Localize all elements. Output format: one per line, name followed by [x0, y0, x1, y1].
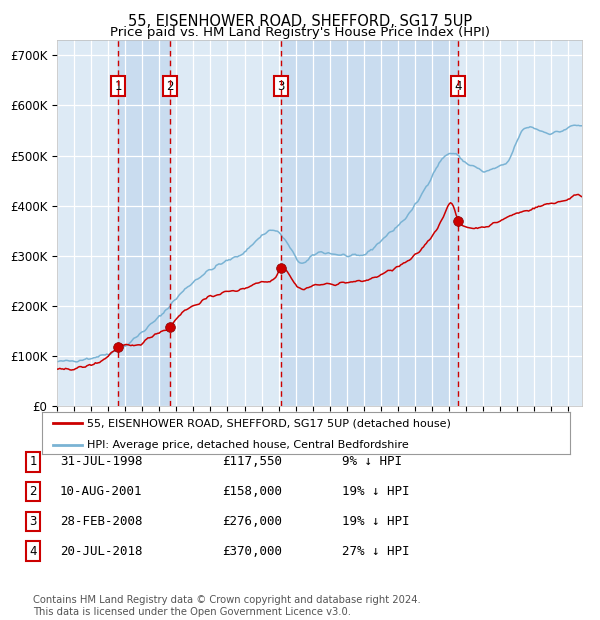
Text: 10-AUG-2001: 10-AUG-2001: [60, 485, 143, 498]
Text: £276,000: £276,000: [222, 515, 282, 528]
Text: Contains HM Land Registry data © Crown copyright and database right 2024.
This d: Contains HM Land Registry data © Crown c…: [33, 595, 421, 617]
Text: 9% ↓ HPI: 9% ↓ HPI: [342, 456, 402, 468]
Text: 4: 4: [455, 79, 462, 92]
Bar: [281, 40, 458, 406]
Text: HPI: Average price, detached house, Central Bedfordshire: HPI: Average price, detached house, Cent…: [87, 440, 409, 450]
Text: £158,000: £158,000: [222, 485, 282, 498]
Text: 1: 1: [114, 79, 122, 92]
Text: £370,000: £370,000: [222, 545, 282, 557]
Text: 1: 1: [29, 456, 37, 468]
Text: 2: 2: [29, 485, 37, 498]
Text: 3: 3: [29, 515, 37, 528]
Text: 3: 3: [278, 79, 285, 92]
Text: 28-FEB-2008: 28-FEB-2008: [60, 515, 143, 528]
Text: 19% ↓ HPI: 19% ↓ HPI: [342, 515, 409, 528]
Bar: [118, 40, 170, 406]
Text: 31-JUL-1998: 31-JUL-1998: [60, 456, 143, 468]
Text: Price paid vs. HM Land Registry's House Price Index (HPI): Price paid vs. HM Land Registry's House …: [110, 26, 490, 39]
Text: 55, EISENHOWER ROAD, SHEFFORD, SG17 5UP (detached house): 55, EISENHOWER ROAD, SHEFFORD, SG17 5UP …: [87, 418, 451, 428]
Text: 4: 4: [29, 545, 37, 557]
Text: £117,550: £117,550: [222, 456, 282, 468]
Text: 55, EISENHOWER ROAD, SHEFFORD, SG17 5UP: 55, EISENHOWER ROAD, SHEFFORD, SG17 5UP: [128, 14, 472, 29]
Text: 19% ↓ HPI: 19% ↓ HPI: [342, 485, 409, 498]
Text: 2: 2: [166, 79, 173, 92]
Text: 20-JUL-2018: 20-JUL-2018: [60, 545, 143, 557]
Text: 27% ↓ HPI: 27% ↓ HPI: [342, 545, 409, 557]
